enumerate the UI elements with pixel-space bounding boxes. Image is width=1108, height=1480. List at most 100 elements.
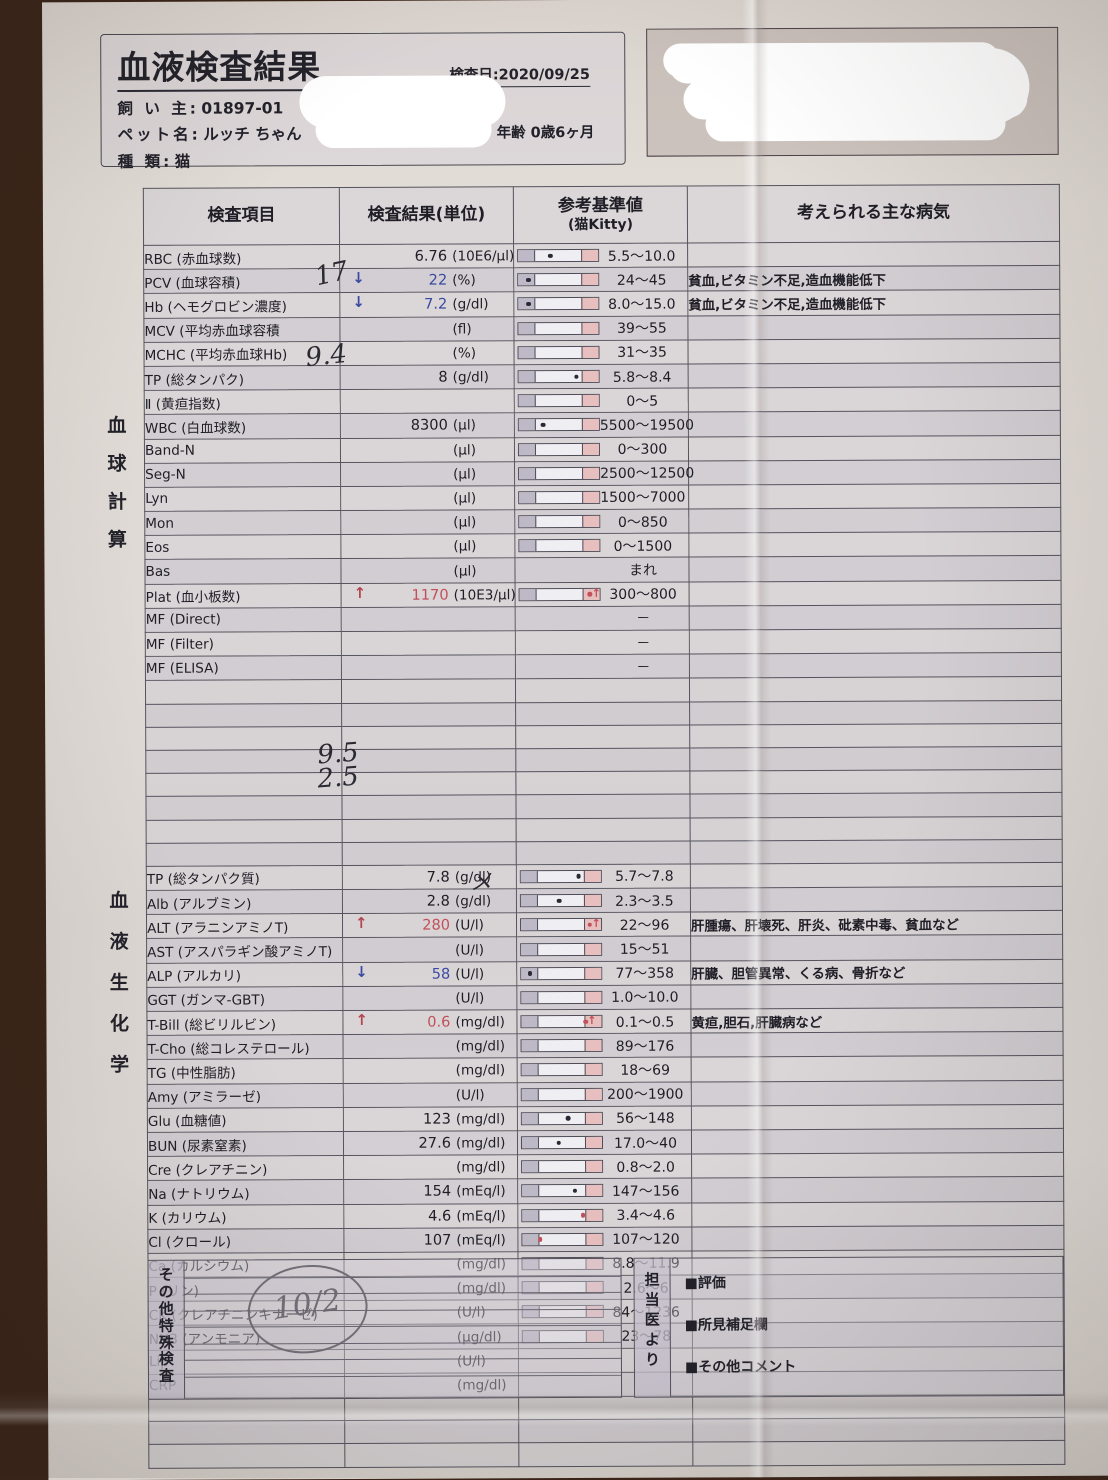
test-item-name: MCHC (平均赤血球Hb) xyxy=(144,341,340,366)
reference-cell: ↑300～800 xyxy=(515,582,689,607)
over-range-arrow: ↑ xyxy=(587,1015,596,1026)
value-marker-dot xyxy=(526,278,531,283)
test-result-cell: 27.6(mg/dl) xyxy=(343,1131,517,1156)
range-high-zone xyxy=(585,1209,602,1220)
high-flag-arrow: ↑ xyxy=(355,1013,368,1028)
test-item-name: MF (Filter) xyxy=(145,632,341,657)
test-result-unit: (g/dl) xyxy=(450,869,516,885)
empty-cell xyxy=(342,702,516,726)
vet-comment-label: 担当医より xyxy=(634,1259,671,1397)
empty-cell xyxy=(693,1441,1065,1466)
reference-range-bar xyxy=(521,1184,603,1197)
possible-disease-cell xyxy=(690,886,1062,912)
section-label-char: よ xyxy=(635,1332,670,1348)
empty-cell xyxy=(145,680,341,704)
test-result-cell: 4.6(mEq/l) xyxy=(344,1203,518,1228)
empty-cell xyxy=(519,1419,693,1443)
value-marker-dot xyxy=(541,423,546,428)
owner-label: 飼 い 主 xyxy=(117,100,189,118)
species-value: 猫 xyxy=(175,153,191,171)
value-marker-dot xyxy=(576,874,581,879)
test-result-value: 4.6 xyxy=(428,1207,451,1224)
reference-range-text: まれ xyxy=(600,560,688,580)
reference-range-text: 39～55 xyxy=(599,318,687,338)
other-tests-box: その他特殊検査 xyxy=(147,1258,622,1400)
test-result-unit: (%) xyxy=(447,273,513,289)
value-marker-dot xyxy=(581,1213,586,1218)
over-range-arrow: ↑ xyxy=(592,918,601,929)
section-label-char: 殊 xyxy=(149,1335,184,1351)
range-low-zone xyxy=(522,1137,539,1148)
test-item-name: Seg-N xyxy=(145,462,341,487)
test-item-name: MF (ELISA) xyxy=(145,656,341,681)
range-low-zone xyxy=(522,1113,539,1124)
reference-range-text: 0～300 xyxy=(600,439,688,459)
empty-cell xyxy=(515,678,689,702)
low-flag-arrow: ↓ xyxy=(355,965,368,980)
write-in-line xyxy=(185,1275,621,1278)
reference-range-bar xyxy=(518,346,600,359)
reference-cell: 5.5～10.0 xyxy=(514,243,688,268)
value-marker-dot xyxy=(538,1237,543,1242)
reference-cell: 0～300 xyxy=(514,437,688,462)
section-label-char: そ xyxy=(149,1268,184,1284)
empty-cell xyxy=(516,818,690,842)
reference-range-bar xyxy=(518,467,600,480)
section-label-char: 医 xyxy=(635,1312,670,1328)
range-high-zone xyxy=(585,1137,602,1148)
reference-range-text: － xyxy=(601,656,689,676)
test-result-unit: (g/dl) xyxy=(447,297,513,313)
empty-cell xyxy=(342,795,516,819)
possible-disease-cell: 貧血,ビタミン不足,造血機能低下 xyxy=(688,290,1060,316)
reference-cell: ↑22～96 xyxy=(516,912,690,937)
empty-cell xyxy=(516,725,690,749)
reference-range-text: － xyxy=(601,632,689,652)
reference-cell: 89～176 xyxy=(517,1033,691,1058)
low-flag-arrow: ↓ xyxy=(352,271,365,286)
empty-cell xyxy=(519,1442,693,1466)
range-low-zone xyxy=(519,395,536,406)
range-high-zone xyxy=(581,274,598,285)
reference-range-bar xyxy=(518,491,600,504)
range-low-zone xyxy=(519,516,536,527)
col-header-reference-main: 参考基準値 xyxy=(558,196,643,216)
section-label-char: 検 xyxy=(149,1352,184,1368)
test-result-unit: (g/dl) xyxy=(450,893,516,909)
col-header-reference-sub: (猫Kitty) xyxy=(514,216,687,233)
reference-range-text: 2500～12500 xyxy=(600,463,697,483)
reference-range-text: 17.0～40 xyxy=(603,1132,691,1152)
col-header-disease: 考えられる主な病気 xyxy=(687,184,1059,243)
empty-cell xyxy=(146,726,342,750)
possible-disease-cell xyxy=(689,507,1061,533)
table-row-empty xyxy=(149,1441,1065,1468)
possible-disease-cell: 貧血,ビタミン不足,造血機能低下 xyxy=(688,266,1060,292)
empty-cell xyxy=(516,794,690,818)
possible-disease-cell xyxy=(689,628,1061,654)
reference-cell: 147～156 xyxy=(518,1178,692,1203)
reference-range-bar xyxy=(521,1088,603,1101)
range-high-zone xyxy=(584,871,601,882)
reference-range-bar xyxy=(521,1039,603,1052)
possible-disease-cell xyxy=(689,556,1061,582)
empty-cell xyxy=(345,1420,519,1444)
test-result-unit: (mg/dl) xyxy=(451,1111,517,1127)
range-high-zone xyxy=(584,895,601,906)
possible-disease-cell xyxy=(688,338,1060,364)
test-item-name: TP (総タンパク) xyxy=(144,365,340,390)
reference-cell: 2.3～3.5 xyxy=(516,888,690,913)
range-high-zone xyxy=(584,968,601,979)
test-result-cell: 123(mg/dl) xyxy=(343,1107,517,1132)
reference-range-text: 3.4～4.6 xyxy=(603,1205,691,1225)
test-item-name: Lyn xyxy=(145,486,341,511)
possible-disease-cell xyxy=(689,532,1061,558)
test-item-name: Plat (血小板数) xyxy=(145,583,341,608)
write-in-line xyxy=(185,1358,621,1361)
section-label-char: 血 xyxy=(102,892,136,911)
pet-name: ルッチ ちゃん xyxy=(203,125,301,143)
test-result-cell: 7.8(g/dl) xyxy=(342,865,516,890)
reference-range-text: 300～800 xyxy=(601,584,689,604)
write-in-line xyxy=(185,1292,621,1295)
section-label-char: 学 xyxy=(103,1056,137,1075)
reference-range-bar xyxy=(517,273,599,286)
section-label-char: 担 xyxy=(635,1273,670,1289)
